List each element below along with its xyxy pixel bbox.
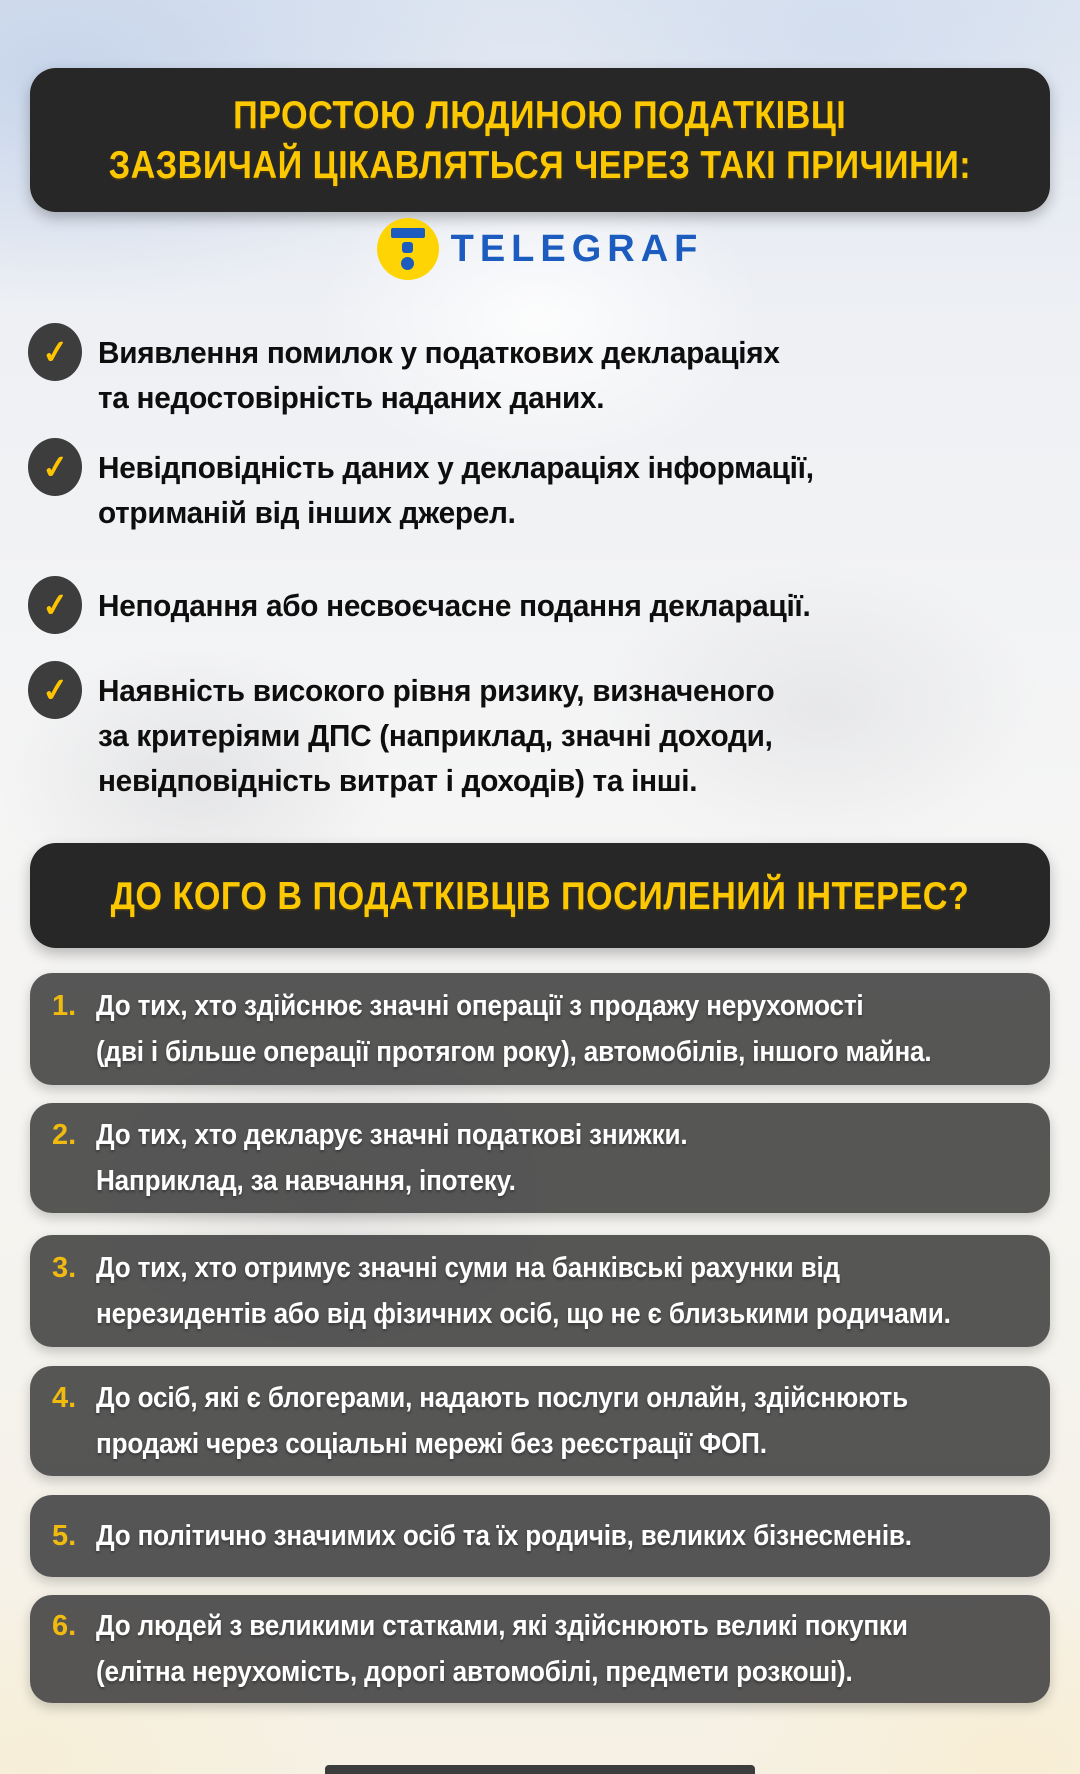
reason-item-4: ✓ Наявність високого рівня ризику, визна… (28, 661, 803, 803)
reason-item-3: ✓ Неподання або несвоєчасне подання декл… (28, 576, 840, 634)
interest-card-6: 6. До людей з великими статками, які зді… (30, 1595, 1050, 1703)
card-text: До тих, хто декларує значні податкові зн… (96, 1119, 688, 1197)
interest-card-content: 5. До політично значимих осіб та їх роди… (52, 1513, 1003, 1559)
checkmark-icon: ✓ (28, 438, 82, 496)
interest-card-3: 3. До тих, хто отримує значні суми на ба… (30, 1235, 1050, 1347)
header-reasons-line1: ПРОСТОЮ ЛЮДИНОЮ ПОДАТКІВЦІ (233, 92, 847, 137)
interest-card-4: 4. До осіб, які є блогерами, надають пос… (30, 1366, 1050, 1476)
card-number: 4. (52, 1382, 77, 1414)
header-interest: ДО КОГО В ПОДАТКІВЦІВ ПОСИЛЕНИЙ ІНТЕРЕС? (30, 843, 1050, 948)
reason-text: Неподання або несвоєчасне подання деклар… (98, 588, 811, 623)
checkmark-icon: ✓ (28, 323, 82, 381)
card-text: До тих, хто отримує значні суми на банкі… (96, 1252, 951, 1330)
interest-card-2: 2. До тих, хто декларує значні податкові… (30, 1103, 1050, 1213)
interest-card-5: 5. До політично значимих осіб та їх роди… (30, 1495, 1050, 1577)
card-number: 6. (52, 1610, 77, 1642)
reason-item-2: ✓ Невідповідність даних у деклараціях ін… (28, 438, 844, 535)
telegraf-logo-icon (376, 218, 439, 280)
interest-card-content: 1. До тих, хто здійснює значні операції … (52, 983, 1024, 1075)
logo-bar-shape (390, 228, 425, 238)
telegraf-logo-text: TELEGRAF (450, 227, 704, 270)
reason-text: Наявність високого рівня ризику, визначе… (98, 673, 775, 798)
card-number: 3. (52, 1252, 77, 1284)
interest-card-content: 3. До тих, хто отримує значні суми на ба… (52, 1245, 1046, 1337)
card-text: До осіб, які є блогерами, надають послуг… (96, 1382, 908, 1460)
card-number: 1. (52, 990, 77, 1022)
checkmark-icon: ✓ (28, 576, 82, 634)
header-reasons: ПРОСТОЮ ЛЮДИНОЮ ПОДАТКІВЦІ ЗАЗВИЧАЙ ЦІКА… (30, 68, 1050, 212)
interest-card-content: 4. До осіб, які є блогерами, надають пос… (52, 1375, 998, 1467)
reason-item-1: ✓ Виявлення помилок у податкових деклара… (28, 323, 808, 420)
card-text: До політично значимих осіб та їх родичів… (96, 1520, 912, 1552)
checkmark-icon: ✓ (28, 661, 82, 719)
reason-text: Невідповідність даних у деклараціях інфо… (98, 450, 814, 530)
card-number: 5. (52, 1520, 77, 1552)
card-number: 2. (52, 1119, 77, 1151)
bottom-bar (325, 1765, 755, 1774)
header-interest-text: ДО КОГО В ПОДАТКІВЦІВ ПОСИЛЕНИЙ ІНТЕРЕС? (110, 872, 970, 918)
interest-card-content: 6. До людей з великими статками, які зді… (52, 1603, 998, 1695)
telegraf-logo: TELEGRAF (0, 216, 1080, 282)
card-text: До людей з великими статками, які здійсн… (96, 1610, 908, 1688)
header-reasons-line2: ЗАЗВИЧАЙ ЦІКАВЛЯТЬСЯ ЧЕРЕЗ ТАКІ ПРИЧИНИ: (108, 142, 972, 187)
interest-card-content: 2. До тих, хто декларує значні податкові… (52, 1112, 753, 1204)
interest-card-1: 1. До тих, хто здійснює значні операції … (30, 973, 1050, 1085)
reason-text: Виявлення помилок у податкових деклараці… (98, 335, 780, 415)
logo-dot-shape (401, 257, 415, 270)
card-text: До тих, хто здійснює значні операції з п… (96, 990, 932, 1068)
logo-dot-shape (402, 242, 414, 253)
